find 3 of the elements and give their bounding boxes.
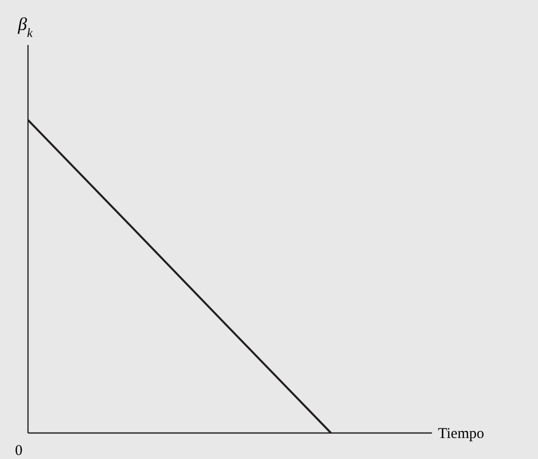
text: 0: [15, 443, 22, 459]
x-axis-title: Tiempo: [438, 426, 484, 442]
y-axis-title: β$_{k}$: [17, 14, 33, 40]
